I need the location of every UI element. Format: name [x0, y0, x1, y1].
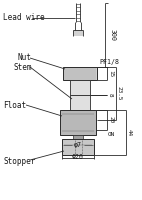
Text: 8: 8 [108, 93, 113, 97]
Text: Stopper: Stopper [3, 158, 35, 166]
Bar [73, 135, 83, 139]
Text: 15: 15 [108, 70, 113, 77]
Bar [60, 110, 96, 135]
Bar [63, 67, 97, 80]
Text: 44: 44 [127, 129, 132, 136]
Text: Stem: Stem [14, 62, 33, 72]
Text: φ7: φ7 [74, 142, 82, 148]
Text: Nut: Nut [18, 53, 32, 62]
Bar [70, 80, 90, 95]
Text: 20: 20 [108, 116, 113, 124]
Text: PF1/8: PF1/8 [99, 59, 119, 65]
Text: Float: Float [3, 100, 26, 110]
Text: 300: 300 [110, 29, 116, 41]
Text: 23.5: 23.5 [117, 86, 122, 101]
Text: Lead wire: Lead wire [3, 14, 45, 22]
Bar [62, 139, 94, 155]
Text: ON: ON [108, 132, 115, 137]
Bar [70, 95, 90, 110]
Text: Φ20: Φ20 [72, 154, 84, 160]
